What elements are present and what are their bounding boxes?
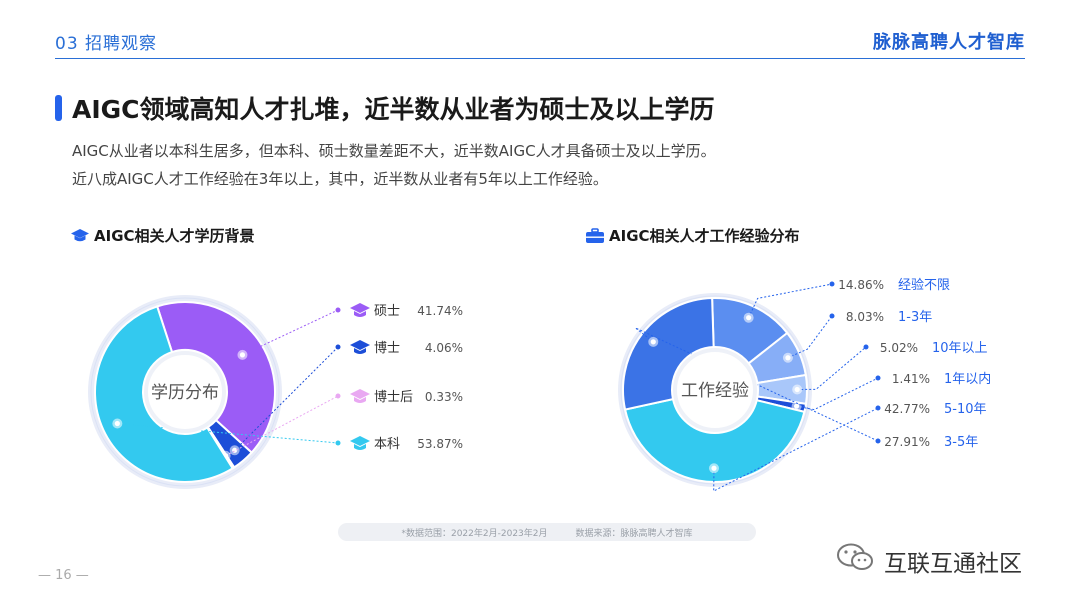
experience-label-name-1: 1-3年: [898, 310, 932, 325]
experience-leader-end-0: [829, 281, 835, 287]
experience-marker-1: [785, 355, 791, 361]
education-cap-icon-1-base: [354, 348, 366, 354]
education-slice-3: [94, 305, 234, 483]
education-cap-icon-2: [350, 389, 370, 399]
education-marker-3: [114, 420, 120, 427]
education-leader-1: [234, 346, 339, 451]
experience-leader-end-3: [875, 375, 881, 381]
title-accent-bar: [55, 95, 62, 121]
education-center-ring: [144, 351, 226, 433]
experience-section-label: AIGC相关人才工作经验分布: [609, 227, 800, 245]
experience-label-name-5: 3-5年: [944, 435, 978, 450]
experience-section-title: AIGC相关人才工作经验分布: [585, 225, 800, 246]
footer-note: *数据范围：2022年2月-2023年2月 数据来源：脉脉高聘人才智库: [338, 523, 756, 541]
experience-center-ring: [673, 348, 757, 432]
education-leader-end-3: [335, 440, 341, 446]
footer-range: *数据范围：2022年2月-2023年2月: [401, 528, 548, 539]
experience-marker-2: [794, 386, 800, 393]
education-leader-3: [117, 423, 339, 444]
footer-source: 数据来源：脉脉高聘人才智库: [575, 528, 693, 539]
watermark: 互联互通社区: [836, 542, 1022, 580]
education-cap-icon-0: [350, 303, 370, 313]
experience-leader-0: [748, 283, 833, 318]
experience-marker-5: [650, 339, 656, 345]
header-section-label: 03 招聘观察: [55, 34, 158, 54]
briefcase-icon: [585, 227, 605, 244]
education-label-value-1: 4.06%: [425, 341, 463, 355]
watermark-text: 互联互通社区: [884, 551, 1022, 577]
education-label-value-3: 53.87%: [417, 437, 463, 451]
education-label-name-2: 博士后: [374, 390, 413, 405]
education-label-value-2: 0.33%: [425, 390, 463, 404]
education-leader-end-1: [335, 344, 341, 350]
experience-center-hole: [672, 347, 758, 433]
page-number: — 16 —: [38, 568, 89, 583]
experience-center-label: 工作经验: [681, 381, 749, 401]
experience-label-value-0: 14.86%: [838, 278, 884, 292]
education-label-name-1: 博士: [374, 341, 400, 356]
experience-leader-1: [787, 315, 833, 359]
education-section-title: AIGC相关人才学历背景: [70, 225, 255, 246]
experience-leader-end-4: [875, 405, 881, 411]
header-divider: [55, 58, 1025, 59]
graduation-cap-icon: [70, 228, 90, 244]
education-cap-icon-2-base: [354, 397, 366, 403]
education-section-label: AIGC相关人才学历背景: [94, 227, 255, 245]
education-leader-end-0: [335, 307, 341, 313]
education-marker-0: [239, 352, 246, 358]
description-line-2: 近八成AIGC人才工作经验在3年以上，其中，近半数从业者有5年以上工作经验。: [72, 170, 608, 188]
experience-label-name-4: 5-10年: [944, 402, 987, 417]
experience-label-value-3: 1.41%: [892, 372, 930, 386]
education-label-name-0: 硕士: [374, 304, 400, 319]
education-center-hole: [143, 350, 227, 434]
experience-marker-4: [711, 465, 717, 471]
education-cap-icon-1: [350, 340, 370, 350]
page-title: AIGC领域高知人才扎堆，近半数从业者为硕士及以上学历: [72, 95, 715, 124]
description-line-1: AIGC从业者以本科生居多，但本科、硕士数量差距不大，近半数AIGC人才具备硕士…: [72, 142, 716, 160]
experience-marker-0: [746, 315, 752, 321]
header-brand: 脉脉高聘人才智库: [873, 32, 1025, 53]
experience-leader-end-5: [875, 438, 881, 444]
education-cap-icon-0-base: [354, 311, 366, 317]
education-cap-icon-3: [350, 436, 370, 446]
education-outer-ring-line: [90, 297, 280, 487]
experience-label-value-5: 27.91%: [884, 435, 930, 449]
education-leader-0: [242, 309, 339, 356]
education-leader-2: [225, 395, 339, 457]
experience-leader-5: [635, 327, 879, 442]
education-label-value-0: 41.74%: [417, 304, 463, 318]
experience-leader-3: [796, 377, 879, 411]
experience-leader-end-1: [829, 313, 835, 319]
education-cap-icon-3-base: [354, 444, 366, 450]
experience-label-name-2: 10年以上: [932, 341, 988, 356]
experience-label-value-1: 8.03%: [846, 310, 884, 324]
education-label-name-3: 本科: [374, 437, 400, 452]
experience-outer-ring-line: [620, 295, 810, 485]
experience-label-name-3: 1年以内: [944, 371, 991, 387]
experience-label-value-4: 42.77%: [884, 402, 930, 416]
education-center-label: 学历分布: [151, 383, 219, 403]
wechat-icon: [836, 542, 876, 580]
experience-leader-4: [713, 407, 879, 492]
education-leader-end-2: [335, 393, 341, 399]
experience-label-value-2: 5.02%: [880, 341, 918, 355]
experience-marker-3: [793, 403, 800, 409]
experience-leader-end-2: [863, 344, 869, 350]
experience-label-name-0: 经验不限: [898, 277, 950, 293]
